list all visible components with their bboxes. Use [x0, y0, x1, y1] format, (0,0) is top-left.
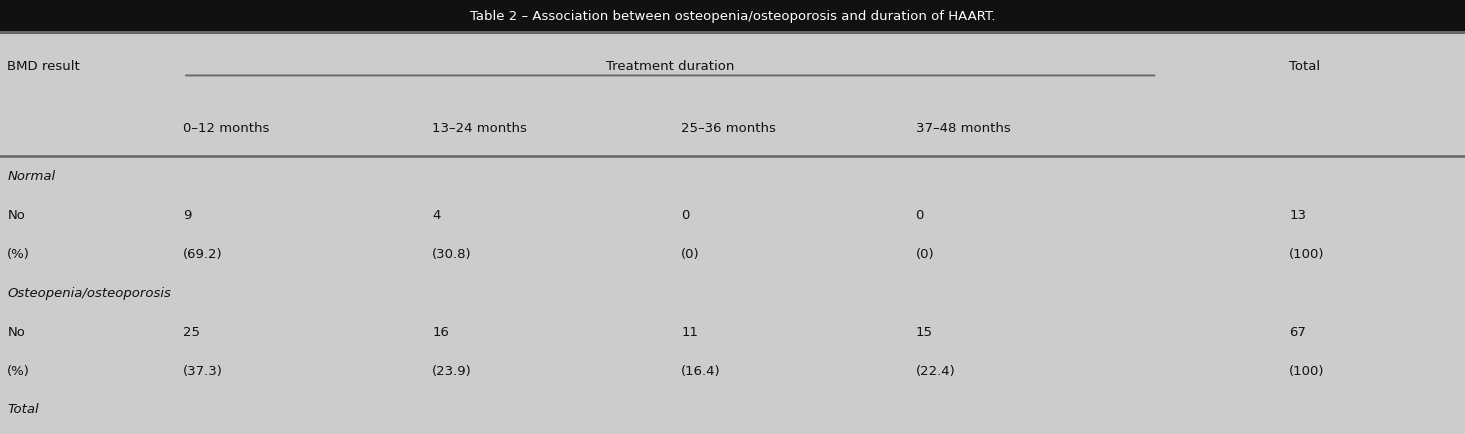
- FancyBboxPatch shape: [0, 0, 1465, 33]
- Text: (22.4): (22.4): [916, 365, 955, 378]
- Text: 9: 9: [183, 208, 192, 221]
- Text: (69.2): (69.2): [183, 247, 223, 260]
- Text: Table 2 – Association between osteopenia/osteoporosis and duration of HAART.: Table 2 – Association between osteopenia…: [470, 10, 995, 23]
- Text: (23.9): (23.9): [432, 365, 472, 378]
- Text: (0): (0): [681, 247, 700, 260]
- Text: BMD result: BMD result: [7, 60, 81, 72]
- Text: 25: 25: [183, 326, 201, 339]
- Text: 4: 4: [432, 208, 441, 221]
- Text: 11: 11: [681, 326, 699, 339]
- Text: (16.4): (16.4): [681, 365, 721, 378]
- Text: (100): (100): [1289, 247, 1324, 260]
- Text: 16: 16: [432, 326, 450, 339]
- Text: (%): (%): [7, 365, 31, 378]
- Text: Treatment duration: Treatment duration: [607, 60, 734, 72]
- Text: 0: 0: [681, 208, 690, 221]
- Text: (30.8): (30.8): [432, 247, 472, 260]
- Text: Normal: Normal: [7, 169, 56, 182]
- Text: Total: Total: [7, 403, 40, 415]
- Text: No: No: [7, 326, 25, 339]
- Text: (0): (0): [916, 247, 935, 260]
- Text: No: No: [7, 208, 25, 221]
- Text: 37–48 months: 37–48 months: [916, 122, 1011, 135]
- Text: 67: 67: [1289, 326, 1307, 339]
- Text: Total: Total: [1289, 60, 1320, 72]
- Text: Osteopenia/osteoporosis: Osteopenia/osteoporosis: [7, 286, 171, 299]
- Text: 0–12 months: 0–12 months: [183, 122, 270, 135]
- Text: 25–36 months: 25–36 months: [681, 122, 776, 135]
- Text: 15: 15: [916, 326, 933, 339]
- Text: (100): (100): [1289, 365, 1324, 378]
- Text: (%): (%): [7, 247, 31, 260]
- Text: 13: 13: [1289, 208, 1307, 221]
- Text: 13–24 months: 13–24 months: [432, 122, 527, 135]
- Text: 0: 0: [916, 208, 924, 221]
- Text: (37.3): (37.3): [183, 365, 223, 378]
